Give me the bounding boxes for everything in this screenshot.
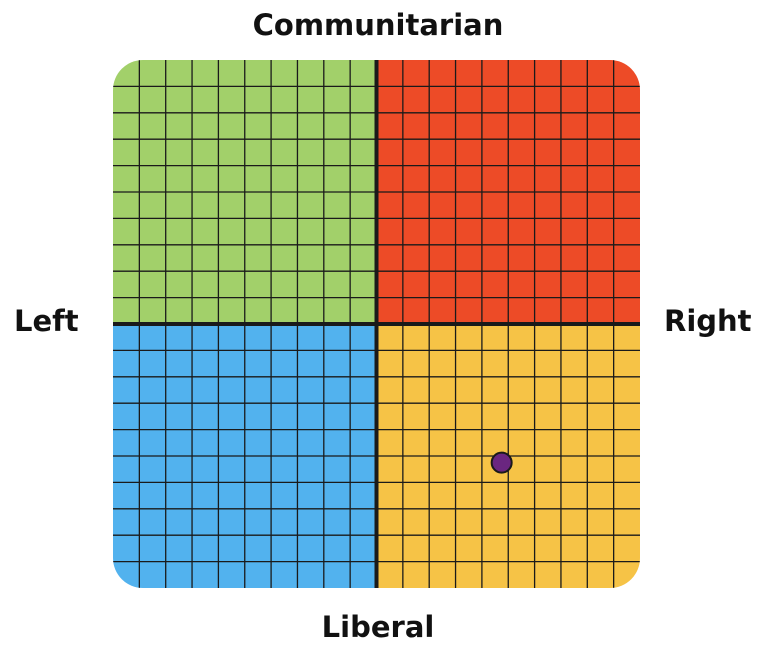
axis-label-communitarian: Communitarian	[252, 8, 504, 42]
compass-plane	[113, 60, 640, 588]
axis-label-left: Left	[14, 304, 79, 338]
axis-label-liberal: Liberal	[321, 610, 435, 644]
position-marker	[490, 451, 513, 474]
axis-label-right: Right	[664, 304, 752, 338]
